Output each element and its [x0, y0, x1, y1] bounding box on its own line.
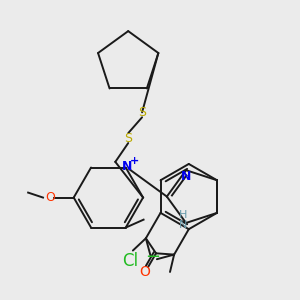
Text: O: O: [45, 191, 55, 204]
Text: −: −: [146, 248, 160, 266]
Text: +: +: [130, 156, 139, 166]
Text: S: S: [138, 106, 146, 119]
Text: N: N: [179, 220, 187, 230]
Text: Cl: Cl: [122, 252, 138, 270]
Text: O: O: [140, 265, 151, 279]
Text: H: H: [179, 210, 187, 220]
Text: S: S: [124, 132, 132, 145]
Text: N: N: [122, 160, 132, 173]
Text: N: N: [181, 169, 191, 183]
